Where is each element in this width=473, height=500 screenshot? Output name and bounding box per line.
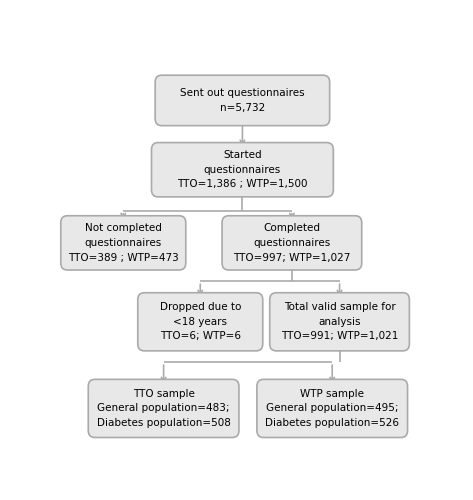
Text: TTO=1,386 ; WTP=1,500: TTO=1,386 ; WTP=1,500 — [177, 180, 307, 190]
FancyBboxPatch shape — [222, 216, 362, 270]
Text: questionnaires: questionnaires — [204, 164, 281, 174]
Text: WTP sample: WTP sample — [300, 389, 364, 399]
Text: n=5,732: n=5,732 — [220, 102, 265, 113]
Text: Started: Started — [223, 150, 262, 160]
Text: General population=495;: General population=495; — [266, 404, 398, 413]
FancyBboxPatch shape — [270, 292, 410, 351]
Text: Not completed: Not completed — [85, 223, 162, 233]
Text: TTO=389 ; WTP=473: TTO=389 ; WTP=473 — [68, 252, 179, 262]
Text: Sent out questionnaires: Sent out questionnaires — [180, 88, 305, 98]
Text: questionnaires: questionnaires — [85, 238, 162, 248]
Text: Completed: Completed — [263, 223, 320, 233]
FancyBboxPatch shape — [138, 292, 263, 351]
Text: analysis: analysis — [318, 317, 361, 327]
Text: Dropped due to: Dropped due to — [159, 302, 241, 312]
Text: General population=483;: General population=483; — [97, 404, 230, 413]
FancyBboxPatch shape — [257, 380, 408, 438]
FancyBboxPatch shape — [61, 216, 186, 270]
Text: <18 years: <18 years — [173, 317, 227, 327]
FancyBboxPatch shape — [155, 75, 330, 126]
Text: questionnaires: questionnaires — [253, 238, 331, 248]
FancyBboxPatch shape — [88, 380, 239, 438]
Text: Diabetes population=526: Diabetes population=526 — [265, 418, 399, 428]
Text: Total valid sample for: Total valid sample for — [284, 302, 395, 312]
Text: TTO=6; WTP=6: TTO=6; WTP=6 — [160, 332, 241, 342]
Text: TTO sample: TTO sample — [132, 389, 194, 399]
Text: TTO=997; WTP=1,027: TTO=997; WTP=1,027 — [233, 252, 350, 262]
FancyBboxPatch shape — [151, 142, 333, 197]
Text: Diabetes population=508: Diabetes population=508 — [96, 418, 230, 428]
Text: TTO=991; WTP=1,021: TTO=991; WTP=1,021 — [281, 332, 398, 342]
